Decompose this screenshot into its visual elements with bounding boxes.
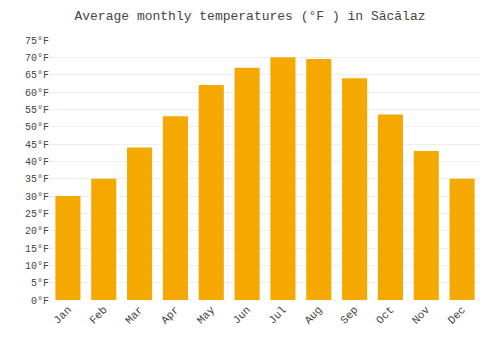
- svg-text:May: May: [195, 304, 218, 327]
- svg-text:0°F: 0°F: [31, 296, 49, 307]
- svg-text:Apr: Apr: [159, 304, 181, 326]
- svg-text:Feb: Feb: [87, 304, 109, 326]
- svg-text:Jul: Jul: [266, 304, 288, 326]
- svg-text:Aug: Aug: [302, 304, 324, 326]
- svg-text:25°F: 25°F: [25, 209, 49, 220]
- svg-text:Nov: Nov: [410, 304, 433, 327]
- svg-text:40°F: 40°F: [25, 157, 49, 168]
- svg-text:60°F: 60°F: [25, 88, 49, 99]
- svg-text:Oct: Oct: [374, 304, 396, 326]
- svg-text:Mar: Mar: [123, 304, 145, 326]
- svg-text:15°F: 15°F: [25, 244, 49, 255]
- svg-text:35°F: 35°F: [25, 174, 49, 185]
- svg-text:Dec: Dec: [446, 304, 468, 326]
- svg-text:10°F: 10°F: [25, 261, 49, 272]
- svg-text:50°F: 50°F: [25, 122, 49, 133]
- svg-text:70°F: 70°F: [25, 53, 49, 64]
- svg-text:Jun: Jun: [231, 304, 253, 326]
- svg-text:75°F: 75°F: [25, 36, 49, 47]
- svg-text:65°F: 65°F: [25, 70, 49, 81]
- svg-text:5°F: 5°F: [31, 278, 49, 289]
- svg-text:45°F: 45°F: [25, 140, 49, 151]
- svg-text:Average monthly temperatures (: Average monthly temperatures (°F ) in Să…: [74, 9, 425, 24]
- svg-text:Jan: Jan: [51, 304, 73, 326]
- svg-text:55°F: 55°F: [25, 105, 49, 116]
- svg-text:30°F: 30°F: [25, 192, 49, 203]
- svg-text:20°F: 20°F: [25, 226, 49, 237]
- svg-text:Sep: Sep: [338, 304, 360, 326]
